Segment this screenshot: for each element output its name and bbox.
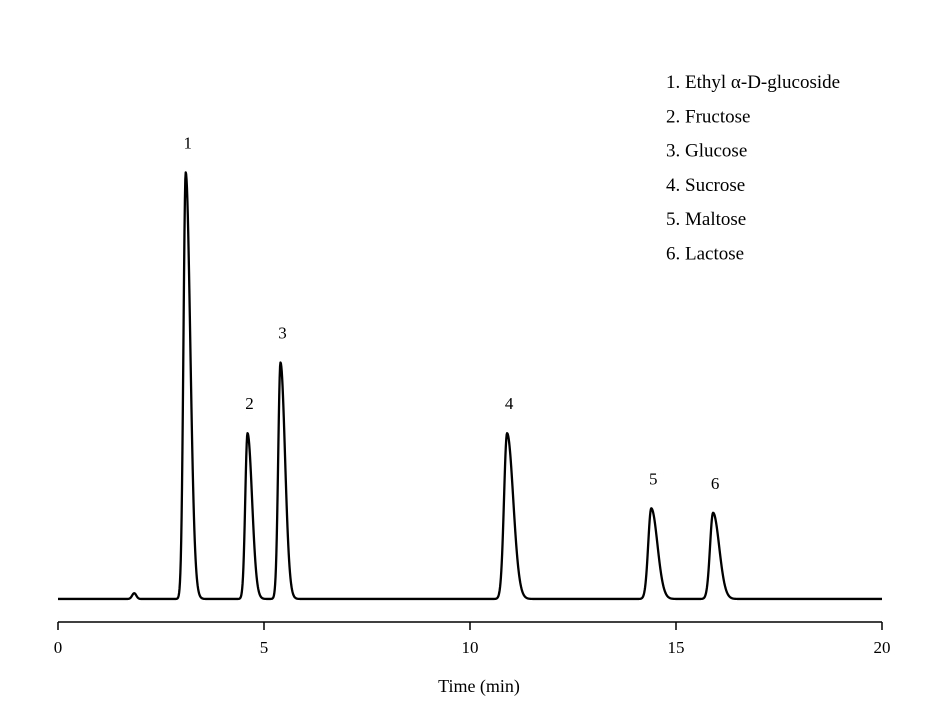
chromatogram-trace [57,171,883,601]
x-axis-label: Time (min) [438,676,520,697]
legend-item: 4. Sucrose [666,175,745,196]
x-tick-label: 5 [260,638,269,657]
x-tick-label: 20 [874,638,891,657]
peak-label: 4 [505,394,514,413]
legend-item: 2. Fructose [666,106,750,127]
legend-item: 3. Glucose [666,141,747,162]
peak-label: 5 [649,469,658,488]
peak-label: 1 [183,133,192,152]
peak-label: 6 [711,474,720,493]
peak-label: 3 [278,323,287,342]
legend-item: 6. Lactose [666,244,744,265]
x-tick-label: 15 [668,638,685,657]
x-axis: 0 5 10 15 20 [54,621,891,657]
x-tick-label: 10 [462,638,479,657]
legend-item: 5. Maltose [666,209,746,230]
legend-item: 1. Ethyl α-D-glucoside [666,72,840,93]
x-tick-label: 0 [54,638,63,657]
legend: 1. Ethyl α-D-glucoside 2. Fructose 3. Gluc… [666,72,840,265]
peak-label: 2 [245,394,254,413]
